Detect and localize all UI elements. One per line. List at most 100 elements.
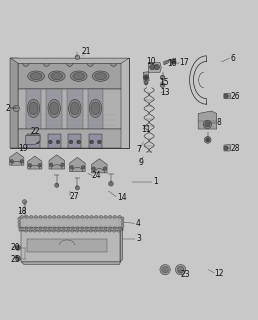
- Circle shape: [77, 140, 80, 144]
- Circle shape: [25, 227, 28, 230]
- Circle shape: [15, 245, 21, 250]
- Circle shape: [90, 230, 92, 232]
- Circle shape: [62, 227, 65, 230]
- Circle shape: [144, 76, 148, 79]
- Circle shape: [17, 246, 20, 249]
- Circle shape: [160, 83, 165, 87]
- Polygon shape: [171, 58, 176, 65]
- Circle shape: [75, 55, 80, 60]
- Circle shape: [90, 227, 93, 230]
- Bar: [23, 219, 119, 226]
- Text: 20: 20: [11, 243, 20, 252]
- Circle shape: [25, 230, 27, 232]
- Text: 9: 9: [138, 158, 143, 167]
- Circle shape: [62, 228, 65, 231]
- Ellipse shape: [92, 71, 109, 81]
- Circle shape: [21, 228, 23, 231]
- Polygon shape: [143, 72, 149, 81]
- Circle shape: [30, 227, 33, 230]
- Circle shape: [113, 230, 115, 232]
- Circle shape: [58, 215, 61, 218]
- Text: 21: 21: [81, 47, 91, 56]
- Circle shape: [39, 228, 42, 231]
- Circle shape: [109, 215, 112, 218]
- Circle shape: [85, 227, 88, 230]
- Circle shape: [95, 228, 98, 231]
- Circle shape: [118, 215, 121, 218]
- Circle shape: [28, 140, 31, 144]
- Text: 23: 23: [181, 269, 190, 278]
- Polygon shape: [18, 129, 121, 148]
- Circle shape: [87, 60, 93, 66]
- Polygon shape: [88, 89, 103, 129]
- Circle shape: [160, 265, 170, 275]
- Circle shape: [95, 215, 98, 218]
- Circle shape: [104, 228, 107, 231]
- Text: 25: 25: [11, 255, 20, 264]
- Polygon shape: [10, 152, 24, 165]
- Polygon shape: [18, 63, 121, 89]
- Circle shape: [85, 230, 87, 232]
- Ellipse shape: [95, 73, 107, 80]
- Ellipse shape: [48, 100, 60, 117]
- Polygon shape: [46, 89, 62, 129]
- Circle shape: [39, 227, 42, 230]
- Ellipse shape: [69, 100, 81, 117]
- Circle shape: [34, 215, 37, 218]
- Polygon shape: [21, 231, 120, 262]
- Polygon shape: [224, 93, 231, 99]
- Circle shape: [76, 230, 78, 232]
- Polygon shape: [10, 58, 129, 63]
- Circle shape: [48, 227, 51, 230]
- Text: 26: 26: [230, 92, 240, 101]
- Circle shape: [99, 230, 101, 232]
- Text: 22: 22: [31, 127, 41, 136]
- Circle shape: [177, 266, 184, 273]
- Polygon shape: [68, 134, 81, 148]
- Circle shape: [72, 228, 74, 231]
- Text: 16: 16: [167, 59, 177, 68]
- Circle shape: [20, 227, 23, 230]
- Circle shape: [113, 227, 116, 230]
- Circle shape: [109, 228, 111, 231]
- Circle shape: [34, 227, 37, 230]
- Circle shape: [67, 215, 70, 218]
- Circle shape: [55, 183, 59, 187]
- Circle shape: [80, 230, 83, 232]
- Ellipse shape: [28, 71, 45, 81]
- Polygon shape: [28, 156, 42, 169]
- Circle shape: [92, 167, 95, 171]
- Circle shape: [86, 228, 88, 231]
- Circle shape: [75, 186, 79, 190]
- Polygon shape: [67, 89, 83, 129]
- Text: 24: 24: [92, 171, 101, 180]
- Circle shape: [48, 215, 51, 218]
- Polygon shape: [21, 262, 120, 265]
- Circle shape: [67, 60, 73, 66]
- Circle shape: [206, 138, 209, 142]
- Polygon shape: [49, 155, 64, 169]
- Circle shape: [117, 230, 120, 232]
- Circle shape: [30, 215, 33, 218]
- Circle shape: [144, 81, 148, 85]
- Circle shape: [98, 140, 101, 144]
- Circle shape: [203, 120, 212, 129]
- Circle shape: [94, 230, 97, 232]
- Circle shape: [49, 140, 52, 144]
- Circle shape: [34, 230, 36, 232]
- Polygon shape: [120, 228, 123, 262]
- Circle shape: [99, 215, 102, 218]
- Circle shape: [18, 224, 21, 227]
- Circle shape: [99, 227, 102, 230]
- Circle shape: [108, 230, 111, 232]
- Circle shape: [109, 181, 113, 186]
- Ellipse shape: [27, 100, 40, 117]
- Circle shape: [69, 140, 73, 144]
- Circle shape: [18, 217, 21, 220]
- Polygon shape: [19, 217, 123, 228]
- Ellipse shape: [50, 102, 59, 115]
- Circle shape: [36, 140, 39, 144]
- Polygon shape: [19, 228, 123, 231]
- Circle shape: [62, 215, 65, 218]
- Circle shape: [49, 228, 51, 231]
